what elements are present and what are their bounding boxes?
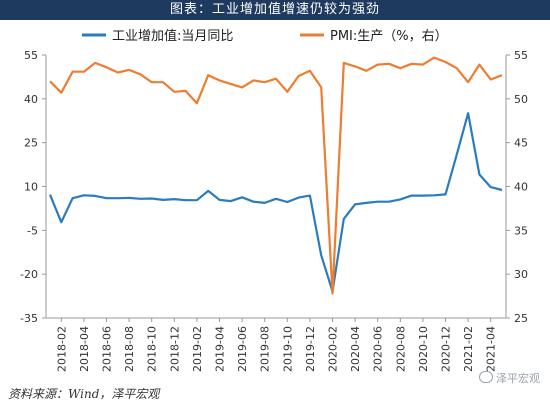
left-tick-label: 55 xyxy=(24,49,38,62)
x-tick-label: 2019-02 xyxy=(191,326,204,372)
right-tick-label: 40 xyxy=(514,181,528,194)
watermark: 泽平宏观 xyxy=(479,370,540,386)
x-tick-label: 2021-04 xyxy=(485,326,498,372)
right-tick-label: 55 xyxy=(514,49,528,62)
left-tick-label: -20 xyxy=(20,268,38,281)
x-tick-label: 2018-12 xyxy=(168,326,181,372)
x-tick-label: 2020-06 xyxy=(372,326,385,372)
x-tick-label: 2018-02 xyxy=(55,326,68,372)
right-tick-label: 35 xyxy=(514,224,528,237)
line-chart: -35 -20 -5 10 25 40 55 25 30 35 40 45 50 55 2018-02 201… xyxy=(20,28,528,372)
right-tick-label: 50 xyxy=(514,93,528,106)
left-tick-label: 10 xyxy=(24,181,38,194)
x-tick-label: 2019-10 xyxy=(281,326,294,372)
left-tick-label: -5 xyxy=(27,224,38,237)
x-tick-label: 2019-12 xyxy=(304,326,317,372)
right-tick-label: 30 xyxy=(514,268,528,281)
legend-label: PMI:生产（%，右） xyxy=(330,29,448,44)
x-tick-label: 2021-02 xyxy=(462,326,475,372)
watermark-text: 泽平宏观 xyxy=(496,372,540,385)
left-tick-label: -35 xyxy=(20,312,38,325)
x-tick-label: 2020-08 xyxy=(394,326,407,372)
right-tick-label: 45 xyxy=(514,137,528,150)
x-tick-label: 2018-06 xyxy=(101,326,114,372)
x-tick-label: 2018-04 xyxy=(78,326,91,372)
x-tick-label: 2020-10 xyxy=(417,326,430,372)
x-tick-label: 2020-12 xyxy=(440,326,453,372)
series-line-industrial xyxy=(48,112,503,293)
source-note: 资料来源：Wind，泽平宏观 xyxy=(8,387,160,401)
right-tick-label: 25 xyxy=(514,312,528,325)
left-tick-label: 25 xyxy=(24,137,38,150)
figure-title: 图表：工业增加值增速仍较为强劲 xyxy=(0,0,550,20)
x-tick-label: 2018-08 xyxy=(123,326,136,372)
x-tick-label: 2019-04 xyxy=(214,326,227,372)
x-tick-label: 2020-04 xyxy=(349,326,362,372)
x-tick-label: 2019-06 xyxy=(236,326,249,372)
left-tick-label: 40 xyxy=(24,93,38,106)
series-line-pmi xyxy=(49,56,503,295)
x-tick-label: 2019-08 xyxy=(259,326,272,372)
x-tick-label: 2018-10 xyxy=(146,326,159,372)
wechat-icon xyxy=(479,371,493,383)
legend-label: 工业增加值:当月同比 xyxy=(112,28,233,44)
x-tick-label: 2020-02 xyxy=(327,326,340,372)
